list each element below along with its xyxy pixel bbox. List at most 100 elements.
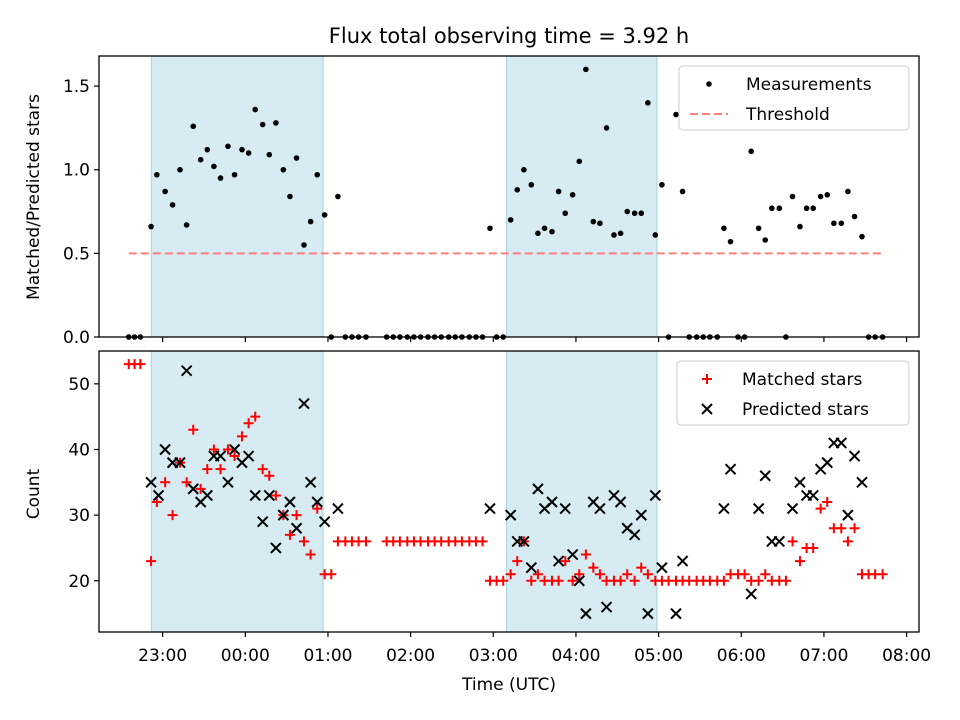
matched-stars-point bbox=[560, 556, 571, 567]
matched-stars-point bbox=[794, 556, 805, 567]
matched-stars-point bbox=[360, 536, 371, 547]
matched-stars-point bbox=[636, 562, 647, 573]
measurements-point bbox=[231, 171, 238, 178]
measurements-point bbox=[851, 213, 858, 220]
matched-stars-point bbox=[642, 569, 653, 580]
y-tick-label: 0.5 bbox=[63, 244, 90, 264]
predicted-stars-point bbox=[187, 483, 199, 495]
measurements-point bbox=[239, 146, 245, 153]
measurements-point bbox=[831, 220, 837, 227]
y-tick-label: 50 bbox=[68, 375, 90, 395]
measurements-point bbox=[190, 123, 197, 130]
matched-stars-point bbox=[257, 464, 268, 475]
matched-stars-point bbox=[815, 503, 826, 514]
predicted-stars-point bbox=[525, 561, 538, 574]
measurements-point bbox=[824, 192, 831, 198]
x-tick-label: 08:00 bbox=[882, 646, 931, 666]
predicted-stars-point bbox=[532, 483, 544, 495]
predicted-stars-point bbox=[277, 509, 290, 521]
x-tick-label: 23:00 bbox=[138, 646, 187, 666]
measurements-point bbox=[259, 121, 266, 128]
legend-label-threshold: Threshold bbox=[745, 105, 830, 125]
predicted-stars-point bbox=[290, 522, 303, 534]
legend-box bbox=[676, 360, 910, 426]
predicted-stars-point bbox=[159, 443, 171, 456]
predicted-stars-point bbox=[642, 607, 654, 620]
matched-stars-point bbox=[574, 569, 585, 580]
measurements-point bbox=[487, 225, 493, 232]
matched-stars-point bbox=[160, 477, 171, 488]
matched-stars-point bbox=[780, 575, 791, 586]
predicted-stars-point bbox=[332, 502, 344, 515]
measurements-point bbox=[673, 111, 679, 118]
measurements-point bbox=[314, 171, 321, 178]
measurements-point bbox=[652, 232, 659, 238]
measurements-point bbox=[727, 238, 734, 245]
legend-marker-predicted-stars bbox=[701, 403, 713, 415]
matched-stars-point bbox=[188, 424, 199, 435]
measurements-point bbox=[148, 223, 154, 230]
bottom-panel-xlabel: Time (UTC) bbox=[461, 675, 556, 695]
legend-label-matched-stars: Matched stars bbox=[742, 370, 862, 390]
matched-stars-point bbox=[151, 497, 162, 508]
measurements-point bbox=[859, 233, 865, 240]
matched-stars-point bbox=[291, 510, 302, 521]
measurements-point bbox=[273, 120, 279, 126]
predicted-stars-point bbox=[145, 476, 157, 489]
shaded-interval-1 bbox=[506, 351, 657, 632]
matched-stars-point bbox=[498, 575, 509, 586]
measurements-point bbox=[245, 150, 252, 156]
predicted-stars-point bbox=[256, 515, 269, 528]
predicted-stars-point bbox=[856, 476, 868, 489]
predicted-stars-point bbox=[484, 502, 496, 515]
measurements-point bbox=[838, 220, 845, 227]
predicted-stars-point bbox=[842, 509, 854, 521]
measurements-point bbox=[162, 188, 168, 195]
predicted-stars-point bbox=[786, 502, 799, 515]
matched-stars-point bbox=[553, 575, 564, 586]
predicted-stars-point bbox=[214, 450, 227, 462]
measurements-point bbox=[562, 210, 569, 217]
matched-stars-point bbox=[739, 569, 750, 580]
matched-stars-point bbox=[146, 556, 157, 567]
x-tick-label: 02:00 bbox=[386, 646, 435, 666]
predicted-stars-point bbox=[745, 588, 757, 600]
legend-marker-measurements bbox=[706, 81, 712, 87]
predicted-stars-point bbox=[298, 397, 310, 410]
matched-stars-point bbox=[270, 490, 281, 501]
x-tick-label: 01:00 bbox=[303, 646, 352, 666]
measurements-point bbox=[535, 230, 541, 237]
predicted-stars-point bbox=[628, 529, 641, 541]
measurements-point bbox=[679, 188, 686, 195]
measurements-point bbox=[549, 228, 555, 235]
matched-stars-point bbox=[229, 451, 240, 462]
measurements-point bbox=[521, 166, 527, 173]
top-panel: 0.0 0.5 1.0 1.5 Measurements Threshold bbox=[63, 55, 920, 348]
matched-stars-point bbox=[215, 464, 226, 475]
measurements-point bbox=[762, 237, 769, 243]
measurements-point bbox=[803, 205, 810, 212]
measurements-point bbox=[631, 210, 638, 217]
x-tick-label: 07:00 bbox=[799, 646, 848, 666]
matched-stars-point bbox=[877, 569, 888, 580]
measurements-point bbox=[769, 205, 775, 212]
matched-stars-point bbox=[588, 562, 599, 573]
matched-stars-point bbox=[299, 536, 309, 547]
legend-marker-matched-stars bbox=[702, 374, 712, 384]
matched-stars-point bbox=[208, 444, 219, 455]
matched-stars-point bbox=[615, 575, 626, 586]
measurements-point bbox=[169, 202, 176, 208]
measurements-point bbox=[217, 175, 224, 181]
matched-stars-point bbox=[195, 483, 206, 494]
figure-title: Flux total observing time = 3.92 h bbox=[329, 24, 689, 48]
measurements-point bbox=[197, 156, 204, 163]
x-tick-label: 00:00 bbox=[221, 646, 270, 666]
predicted-stars-point bbox=[848, 450, 861, 462]
shaded-interval-1 bbox=[506, 56, 657, 337]
y-tick-label: 40 bbox=[68, 440, 90, 460]
matched-stars-point bbox=[326, 569, 337, 580]
predicted-stars-point bbox=[794, 476, 806, 489]
measurements-point bbox=[335, 193, 341, 200]
matched-stars-point bbox=[305, 549, 316, 560]
measurements-point bbox=[611, 232, 617, 238]
